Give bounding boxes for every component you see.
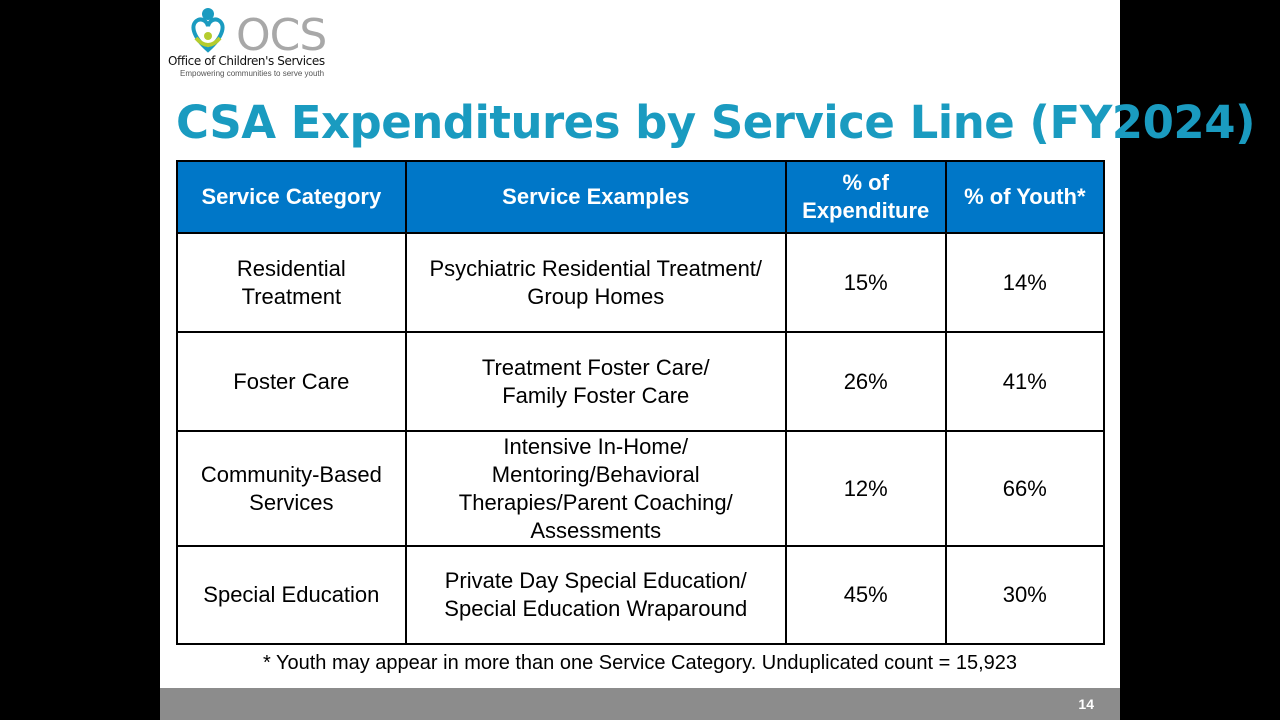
footer-bar: 14 <box>160 688 1120 720</box>
cell: Intensive In-Home/ Mentoring/Behavioral … <box>404 430 787 547</box>
logo-org-name: Office of Children's Services <box>168 54 325 68</box>
page-number: 14 <box>1078 696 1094 712</box>
cell: Psychiatric Residential Treatment/ Group… <box>404 232 787 333</box>
cell: 14% <box>944 232 1106 333</box>
cell: 66% <box>944 430 1106 547</box>
slide-title: CSA Expenditures by Service Line (FY2024… <box>176 96 1256 149</box>
table-row: Community-Based Services Intensive In-Hom… <box>176 430 1106 547</box>
table-row: Residential Treatment Psychiatric Residen… <box>176 232 1106 333</box>
cell: Special Education <box>176 545 407 645</box>
logo-acronym: OCS <box>236 10 327 61</box>
table-row: Foster Care Treatment Foster Care/ Family… <box>176 331 1106 432</box>
cell: Foster Care <box>176 331 407 432</box>
cell: 41% <box>944 331 1106 432</box>
cell: 30% <box>944 545 1106 645</box>
table-row: Special Education Private Day Special Edu… <box>176 545 1106 645</box>
cell: Residential Treatment <box>176 232 407 333</box>
table-header-row: Service Category Service Examples % of E… <box>176 160 1106 234</box>
slide: OCS Office of Children's Services Empowe… <box>160 0 1256 720</box>
expenditure-table: Service Category Service Examples % of E… <box>176 160 1106 645</box>
cell: Community-Based Services <box>176 430 407 547</box>
header-cell: Service Examples <box>404 160 787 234</box>
header-cell: % of Youth* <box>944 160 1106 234</box>
cell: 45% <box>784 545 947 645</box>
cell: 26% <box>784 331 947 432</box>
cell: 15% <box>784 232 947 333</box>
cell: Treatment Foster Care/ Family Foster Car… <box>404 331 787 432</box>
heart-family-icon <box>191 8 225 53</box>
cell: Private Day Special Education/ Special E… <box>404 545 787 645</box>
ocs-logo: OCS Office of Children's Services Empowe… <box>168 4 338 79</box>
footnote: * Youth may appear in more than one Serv… <box>262 652 1017 674</box>
cell: 12% <box>784 430 947 547</box>
header-cell: Service Category <box>176 160 407 234</box>
logo-tagline: Empowering communities to serve youth <box>180 69 325 78</box>
header-cell: % of Expenditure <box>784 160 947 234</box>
